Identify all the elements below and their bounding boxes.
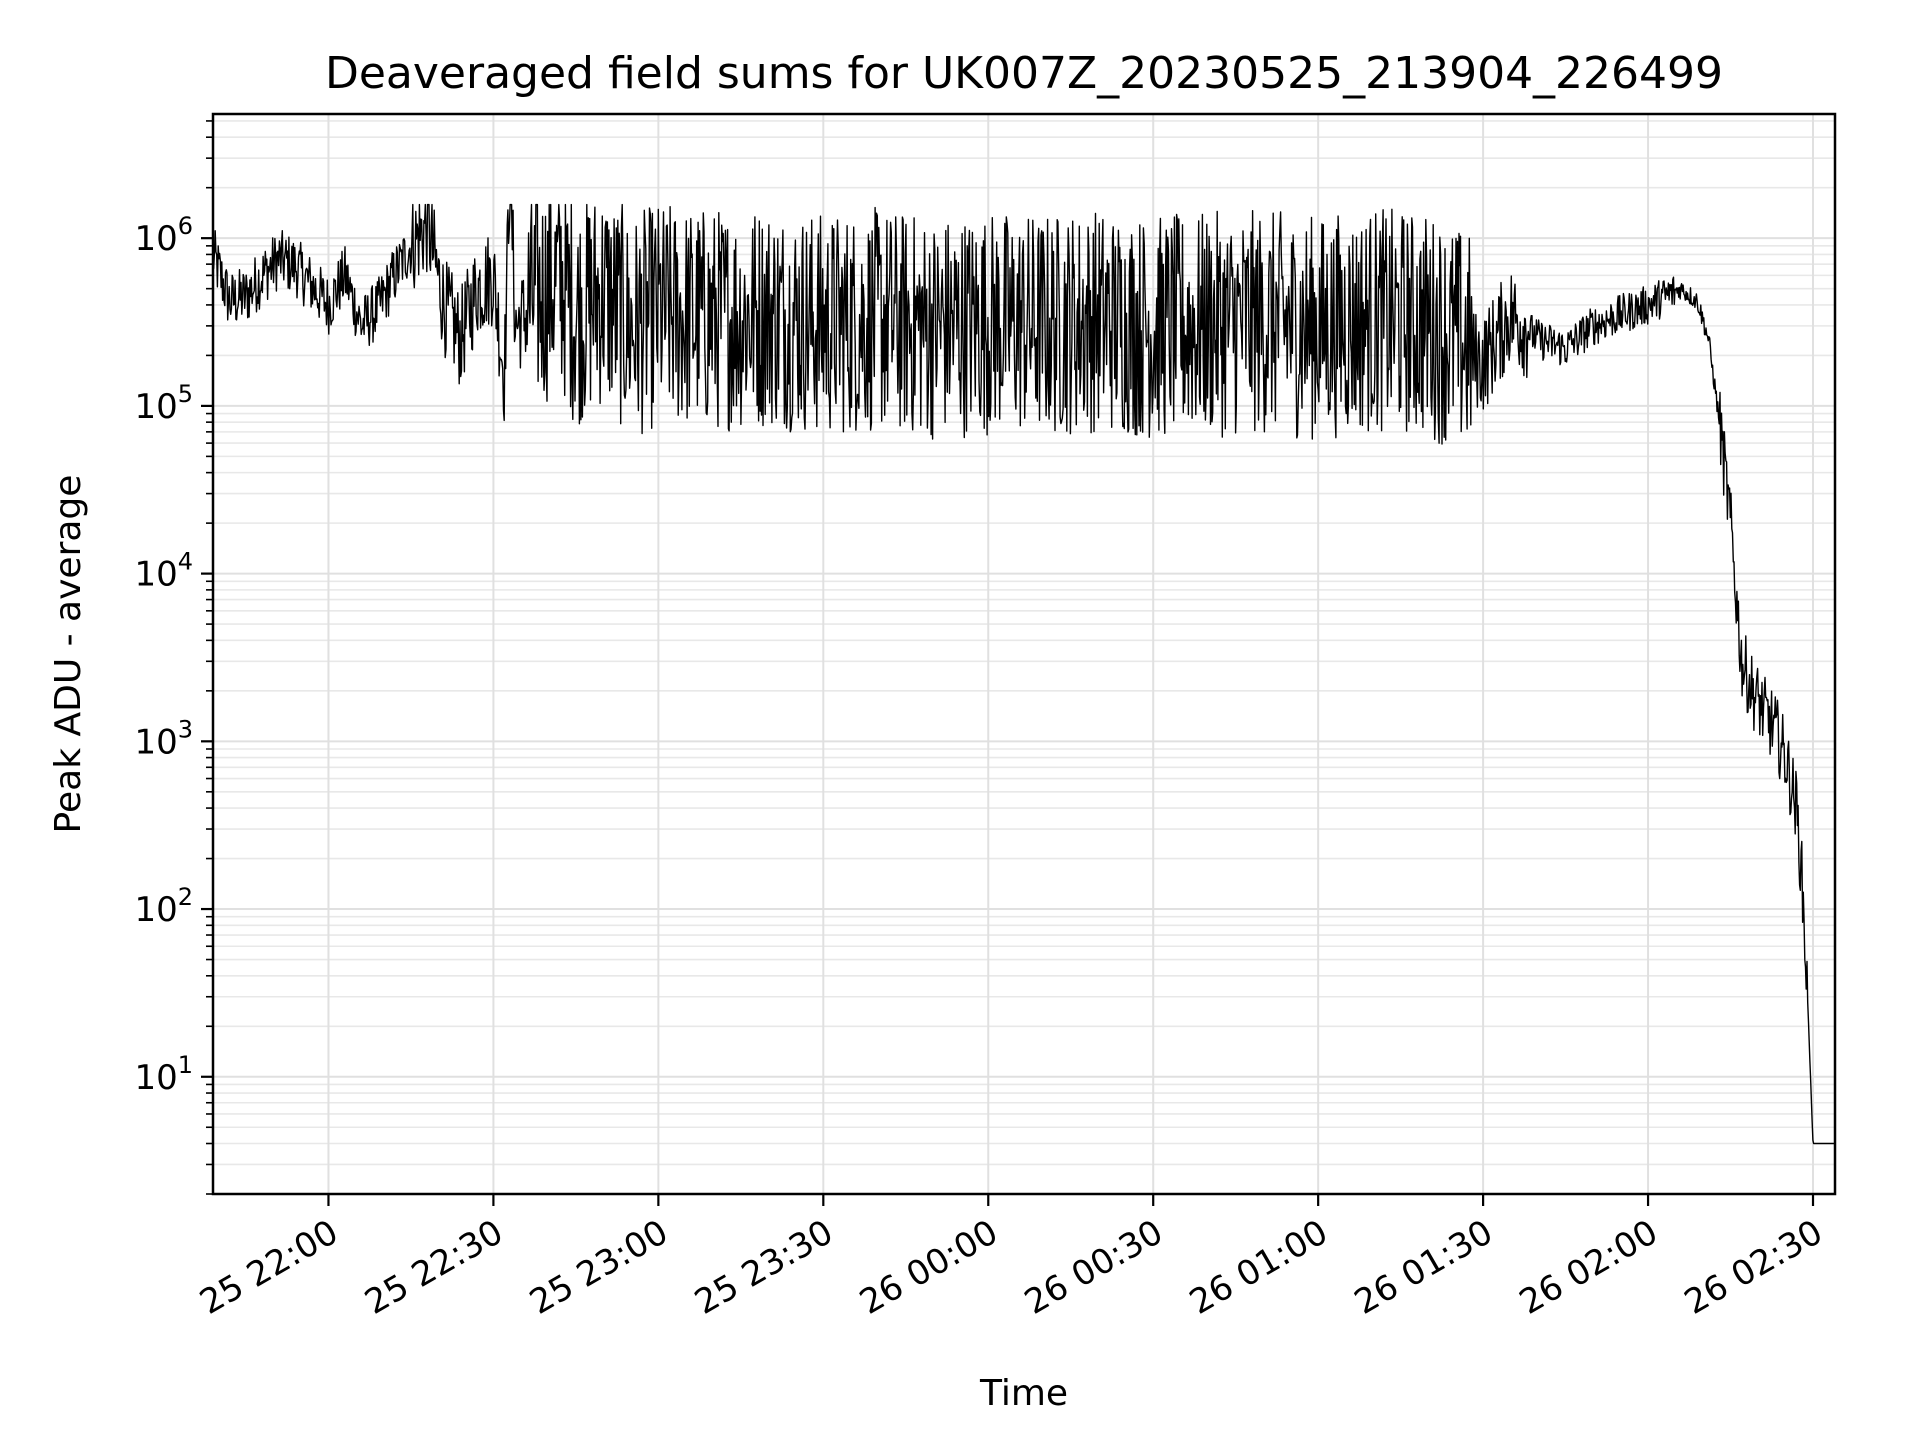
x-tick-label: 25 22:30 bbox=[358, 1212, 510, 1323]
y-tick-label: 101 bbox=[134, 1051, 193, 1098]
x-tick-label: 26 00:00 bbox=[853, 1212, 1005, 1323]
x-axis-title: Time bbox=[979, 1373, 1068, 1414]
y-axis-title: Peak ADU - average bbox=[48, 475, 89, 834]
x-tick-label: 25 22:00 bbox=[193, 1212, 345, 1323]
y-tick-label: 105 bbox=[134, 380, 193, 427]
x-tick-label: 26 01:00 bbox=[1183, 1212, 1335, 1323]
y-tick-exponent: 1 bbox=[178, 1051, 193, 1079]
y-tick-exponent: 3 bbox=[178, 715, 193, 743]
y-tick-base: 10 bbox=[134, 555, 177, 595]
y-tick-exponent: 5 bbox=[178, 380, 193, 408]
x-tick-label: 26 00:30 bbox=[1018, 1212, 1170, 1323]
y-tick-base: 10 bbox=[134, 219, 177, 259]
y-tick-base: 10 bbox=[134, 1058, 177, 1098]
x-tick-label: 26 02:00 bbox=[1513, 1212, 1665, 1323]
y-tick-exponent: 4 bbox=[178, 548, 193, 576]
x-tick-label: 25 23:00 bbox=[523, 1212, 675, 1323]
y-tick-exponent: 6 bbox=[178, 212, 193, 240]
y-tick-base: 10 bbox=[134, 722, 177, 762]
plot-frame bbox=[211, 112, 1837, 1196]
x-tick-label: 25 23:30 bbox=[688, 1212, 840, 1323]
y-tick-label: 102 bbox=[134, 883, 193, 930]
y-tick-base: 10 bbox=[134, 890, 177, 930]
y-tick-label: 104 bbox=[134, 548, 193, 595]
chart-title: Deaveraged field sums for UK007Z_2023052… bbox=[325, 48, 1723, 99]
y-tick-base: 10 bbox=[134, 387, 177, 427]
x-tick-label: 26 02:30 bbox=[1678, 1212, 1830, 1323]
axis-ticks bbox=[201, 120, 1815, 1206]
series-line bbox=[212, 203, 1835, 1145]
y-tick-label: 103 bbox=[134, 715, 193, 762]
y-tick-label: 106 bbox=[134, 212, 193, 259]
x-tick-label: 26 01:30 bbox=[1348, 1212, 1500, 1323]
y-tick-exponent: 2 bbox=[178, 883, 193, 911]
